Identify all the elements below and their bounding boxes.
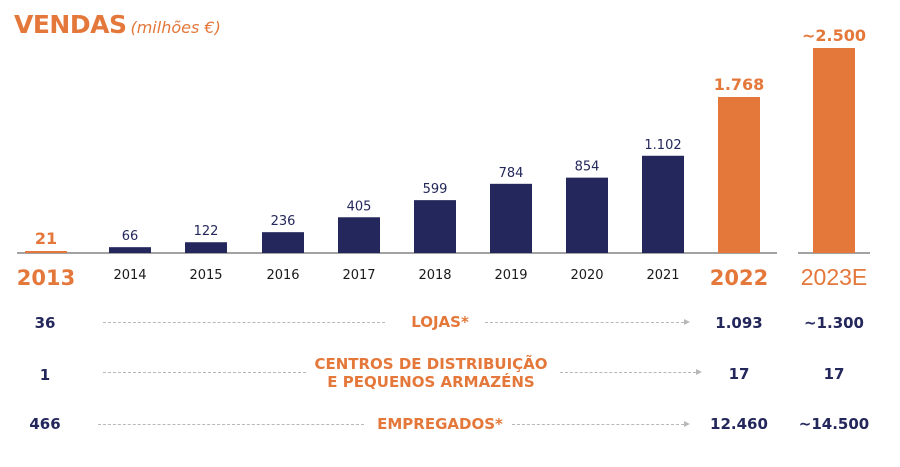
bar-2014 [109, 247, 151, 253]
metric-start-value: 1 [39, 366, 51, 384]
metric-label-line-1: CENTROS DE DISTRIBUIÇÃO [314, 355, 548, 373]
dashed-line-left [98, 424, 364, 425]
chart-title: VENDAS (milhões €) [14, 10, 221, 39]
dashed-line-right [485, 322, 684, 323]
metric-label: CENTROS DE DISTRIBUIÇÃO E PEQUENOS ARMAZ… [308, 355, 554, 391]
value-label-2019: 784 [499, 166, 524, 181]
category-label-2023E: 2023E [801, 264, 868, 290]
metric-label-line-2: E PEQUENOS ARMAZÉNS [327, 373, 535, 391]
category-label-2015: 2015 [189, 268, 222, 283]
category-label-2021: 2021 [646, 268, 679, 283]
bar-2023E [813, 48, 855, 253]
bar-2022 [718, 97, 760, 253]
category-label-2017: 2017 [342, 268, 375, 283]
value-label-2016: 236 [271, 214, 296, 229]
metric-label: LOJAS* [411, 313, 469, 331]
bar-2020 [566, 177, 608, 253]
bar-2013 [25, 251, 67, 253]
value-label-2018: 599 [423, 182, 448, 197]
dashed-line-right [512, 424, 684, 425]
bar-2019 [490, 183, 532, 253]
bar-2016 [262, 232, 304, 253]
arrow-right-icon [696, 369, 702, 375]
bar-2015 [185, 242, 227, 253]
arrow-right-icon [684, 319, 690, 325]
metric-2022-value: 1.093 [715, 314, 763, 332]
value-label-2023E: ~2.500 [802, 26, 866, 45]
arrow-right-icon [684, 421, 690, 427]
metric-2022-value: 12.460 [710, 415, 768, 433]
category-label-2022: 2022 [710, 266, 768, 290]
metric-2023-value: ~14.500 [798, 415, 870, 433]
title-sub: (milhões €) [130, 18, 221, 37]
bar-2017 [338, 217, 380, 253]
value-label-2015: 122 [194, 224, 219, 239]
metric-2023-value: 17 [823, 365, 845, 383]
category-label-2018: 2018 [418, 268, 451, 283]
value-label-2020: 854 [575, 160, 600, 175]
metric-start-value: 36 [34, 314, 56, 332]
metric-2023-value: ~1.300 [803, 314, 864, 332]
category-label-2014: 2014 [113, 268, 146, 283]
metric-label: EMPREGADOS* [377, 415, 503, 433]
value-label-2022: 1.768 [714, 75, 765, 94]
value-label-2013: 21 [35, 229, 57, 248]
category-label-2020: 2020 [570, 268, 603, 283]
value-label-2017: 405 [347, 199, 372, 214]
value-label-2021: 1.102 [644, 138, 681, 153]
dashed-line-right [560, 372, 696, 373]
category-label-2016: 2016 [266, 268, 299, 283]
value-label-2014: 66 [122, 229, 139, 244]
sales-chart: 21 2013 66 2014 122 2015 236 2016 405 2017 599 2018… [17, 26, 870, 290]
title-main: VENDAS [14, 10, 127, 39]
category-label-2013: 2013 [17, 266, 75, 290]
metric-2022-value: 17 [728, 365, 750, 383]
dashed-line-left [103, 322, 385, 323]
dashed-line-left [103, 372, 306, 373]
bar-2018 [414, 200, 456, 253]
metric-start-value: 466 [29, 415, 61, 433]
bar-2021 [642, 155, 684, 253]
category-label-2019: 2019 [494, 268, 527, 283]
